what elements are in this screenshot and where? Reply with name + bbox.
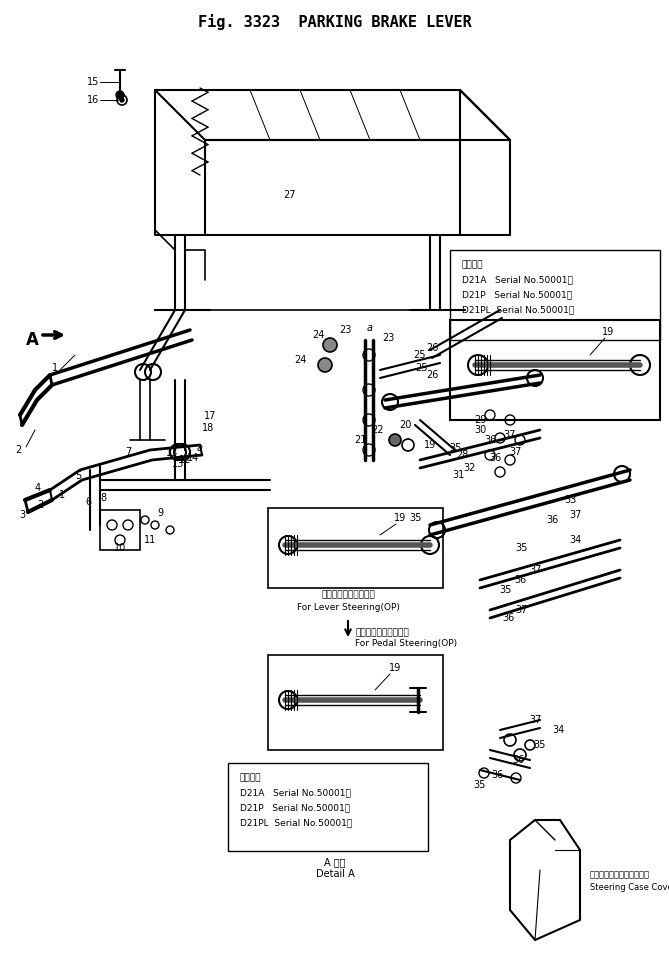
Text: D21P   Serial No.50001～: D21P Serial No.50001～ bbox=[240, 804, 350, 813]
Text: 35: 35 bbox=[449, 443, 461, 453]
Text: 33: 33 bbox=[564, 495, 576, 505]
Text: 1: 1 bbox=[52, 363, 58, 373]
Text: 19: 19 bbox=[389, 663, 401, 673]
Text: 34: 34 bbox=[569, 535, 581, 545]
Text: 20: 20 bbox=[399, 420, 411, 430]
Text: 36: 36 bbox=[502, 613, 514, 623]
Text: 23: 23 bbox=[339, 325, 351, 335]
Text: 37: 37 bbox=[569, 510, 581, 520]
Text: 27: 27 bbox=[284, 190, 296, 200]
Text: 35: 35 bbox=[534, 740, 546, 750]
Text: D21P   Serial No.50001～: D21P Serial No.50001～ bbox=[462, 290, 572, 299]
Circle shape bbox=[318, 358, 332, 372]
Bar bbox=[268, 655, 443, 750]
Text: 9: 9 bbox=[157, 508, 163, 518]
Text: 適用号機: 適用号機 bbox=[240, 774, 262, 783]
Text: 28: 28 bbox=[456, 450, 468, 460]
Text: 32: 32 bbox=[464, 463, 476, 473]
Text: D21A   Serial No.50001～: D21A Serial No.50001～ bbox=[240, 788, 351, 797]
Text: Detail A: Detail A bbox=[316, 869, 355, 879]
Bar bbox=[228, 763, 428, 851]
Text: 10: 10 bbox=[114, 543, 126, 553]
Circle shape bbox=[389, 434, 401, 446]
Text: 22: 22 bbox=[372, 425, 384, 435]
Text: D21A   Serial No.50001～: D21A Serial No.50001～ bbox=[462, 275, 573, 285]
Text: 17: 17 bbox=[204, 411, 216, 421]
Text: 35: 35 bbox=[474, 780, 486, 790]
Text: 15: 15 bbox=[87, 77, 99, 87]
Circle shape bbox=[120, 98, 124, 102]
Text: 21: 21 bbox=[354, 435, 366, 445]
Text: レバーステアリング用: レバーステアリング用 bbox=[321, 591, 375, 599]
Text: 35: 35 bbox=[499, 585, 511, 595]
Text: 34: 34 bbox=[552, 725, 564, 735]
Bar bbox=[268, 508, 443, 588]
Text: 37: 37 bbox=[529, 565, 541, 575]
Text: 36: 36 bbox=[512, 755, 524, 765]
Text: 7: 7 bbox=[125, 447, 131, 457]
Text: Fig. 3323  PARKING BRAKE LEVER: Fig. 3323 PARKING BRAKE LEVER bbox=[197, 14, 472, 30]
Text: 36: 36 bbox=[514, 575, 526, 585]
Text: 6: 6 bbox=[85, 497, 91, 507]
Text: 23: 23 bbox=[382, 333, 394, 343]
Text: 36: 36 bbox=[546, 515, 558, 525]
Text: 16: 16 bbox=[87, 95, 99, 105]
Text: 37: 37 bbox=[529, 715, 541, 725]
Text: 12: 12 bbox=[179, 455, 191, 465]
Text: For Pedal Steering(OP): For Pedal Steering(OP) bbox=[355, 639, 457, 648]
Text: 37: 37 bbox=[504, 430, 516, 440]
Text: 19: 19 bbox=[394, 513, 406, 523]
Text: 35: 35 bbox=[516, 543, 529, 553]
Text: 13: 13 bbox=[172, 459, 184, 469]
Text: 25: 25 bbox=[413, 350, 426, 360]
Text: 35: 35 bbox=[409, 513, 421, 523]
Text: 2: 2 bbox=[15, 445, 21, 455]
Text: D21PL  Serial No.50001～: D21PL Serial No.50001～ bbox=[462, 306, 574, 315]
Text: a: a bbox=[197, 443, 203, 453]
Text: 1: 1 bbox=[59, 490, 65, 500]
Text: 26: 26 bbox=[425, 370, 438, 380]
Text: 36: 36 bbox=[491, 770, 503, 780]
Text: Steering Case Cover: Steering Case Cover bbox=[590, 883, 669, 892]
Text: 3: 3 bbox=[19, 510, 25, 520]
Text: 4: 4 bbox=[35, 483, 41, 493]
Text: 8: 8 bbox=[100, 493, 106, 503]
Text: 13: 13 bbox=[166, 448, 178, 458]
Text: 18: 18 bbox=[202, 423, 214, 433]
Text: 29: 29 bbox=[474, 415, 486, 425]
Text: 26: 26 bbox=[425, 343, 438, 353]
Text: ペダルステアリング用: ペダルステアリング用 bbox=[355, 628, 409, 638]
Text: 5: 5 bbox=[75, 471, 81, 481]
Text: 36: 36 bbox=[484, 435, 496, 445]
Text: 11: 11 bbox=[144, 535, 156, 545]
Text: 19: 19 bbox=[602, 327, 614, 337]
Text: 14: 14 bbox=[187, 453, 199, 463]
Text: 36: 36 bbox=[489, 453, 501, 463]
Text: For Lever Steering(OP): For Lever Steering(OP) bbox=[296, 602, 399, 612]
Text: A: A bbox=[25, 331, 38, 349]
Text: ステアリングケースカバー: ステアリングケースカバー bbox=[590, 870, 650, 879]
Circle shape bbox=[116, 91, 124, 99]
Text: 24: 24 bbox=[294, 355, 306, 365]
Circle shape bbox=[323, 338, 337, 352]
Text: 25: 25 bbox=[415, 363, 428, 373]
Text: D21PL  Serial No.50001～: D21PL Serial No.50001～ bbox=[240, 818, 353, 828]
Text: a: a bbox=[367, 323, 373, 333]
Text: 2: 2 bbox=[37, 500, 43, 510]
Text: 19: 19 bbox=[424, 440, 436, 450]
Bar bbox=[450, 320, 660, 420]
Text: 37: 37 bbox=[516, 605, 529, 615]
Bar bbox=[100, 510, 140, 550]
Text: A 詳細: A 詳細 bbox=[324, 857, 346, 867]
Text: 31: 31 bbox=[452, 470, 464, 480]
Text: 30: 30 bbox=[474, 425, 486, 435]
Bar bbox=[450, 250, 660, 340]
Text: 37: 37 bbox=[509, 447, 521, 457]
Text: 24: 24 bbox=[312, 330, 324, 340]
Text: 適用号機: 適用号機 bbox=[462, 261, 484, 269]
